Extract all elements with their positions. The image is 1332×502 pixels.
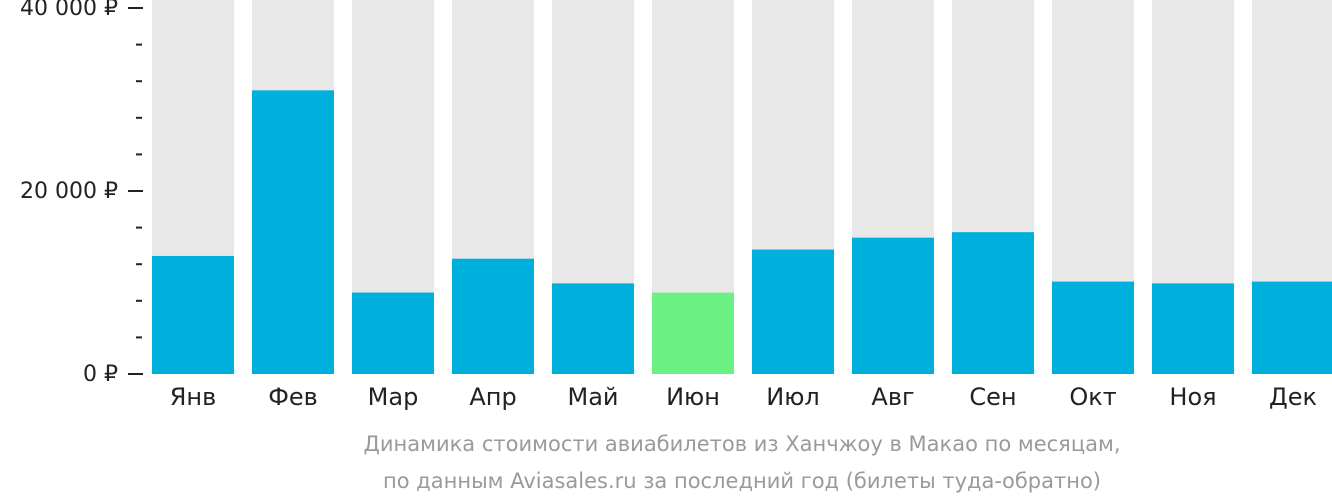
x-tick-label: Июл — [766, 383, 820, 411]
bar — [352, 292, 434, 374]
bar — [1152, 283, 1234, 374]
bars — [152, 0, 1332, 374]
bar — [252, 90, 334, 374]
bar — [552, 283, 634, 374]
x-tick-label: Мар — [368, 383, 419, 411]
y-tick-label: 40 000 ₽ — [20, 0, 118, 21]
x-tick-label: Фев — [268, 383, 318, 411]
y-tick-label: 0 ₽ — [83, 362, 118, 387]
caption-line-2: по данным Aviasales.ru за последний год … — [383, 469, 1101, 493]
x-axis: Янв Фев Мар Апр Май Июн Июл Авг Сен Окт Ноя Дек — [170, 383, 1317, 411]
bar — [452, 258, 534, 374]
bar — [952, 232, 1034, 374]
bar — [1052, 281, 1134, 374]
y-tick-label: 20 000 ₽ — [20, 179, 118, 204]
bar — [652, 292, 734, 374]
bar — [752, 249, 834, 374]
x-tick-label: Сен — [969, 383, 1016, 411]
x-tick-label: Ноя — [1169, 383, 1216, 411]
bar — [152, 255, 234, 374]
bar — [852, 237, 934, 374]
x-tick-label: Окт — [1069, 383, 1116, 411]
x-tick-label: Апр — [469, 383, 516, 411]
x-tick-label: Май — [567, 383, 618, 411]
x-tick-label: Дек — [1269, 383, 1317, 411]
y-axis: 0 ₽ 20 000 ₽ 40 000 ₽ — [20, 0, 143, 387]
caption-line-1: Динамика стоимости авиабилетов из Ханчжо… — [363, 432, 1120, 456]
chart-caption: Динамика стоимости авиабилетов из Ханчжо… — [363, 432, 1120, 493]
bar — [1252, 281, 1332, 374]
x-tick-label: Июн — [666, 383, 720, 411]
x-tick-label: Янв — [170, 383, 217, 411]
x-tick-label: Авг — [871, 383, 914, 411]
